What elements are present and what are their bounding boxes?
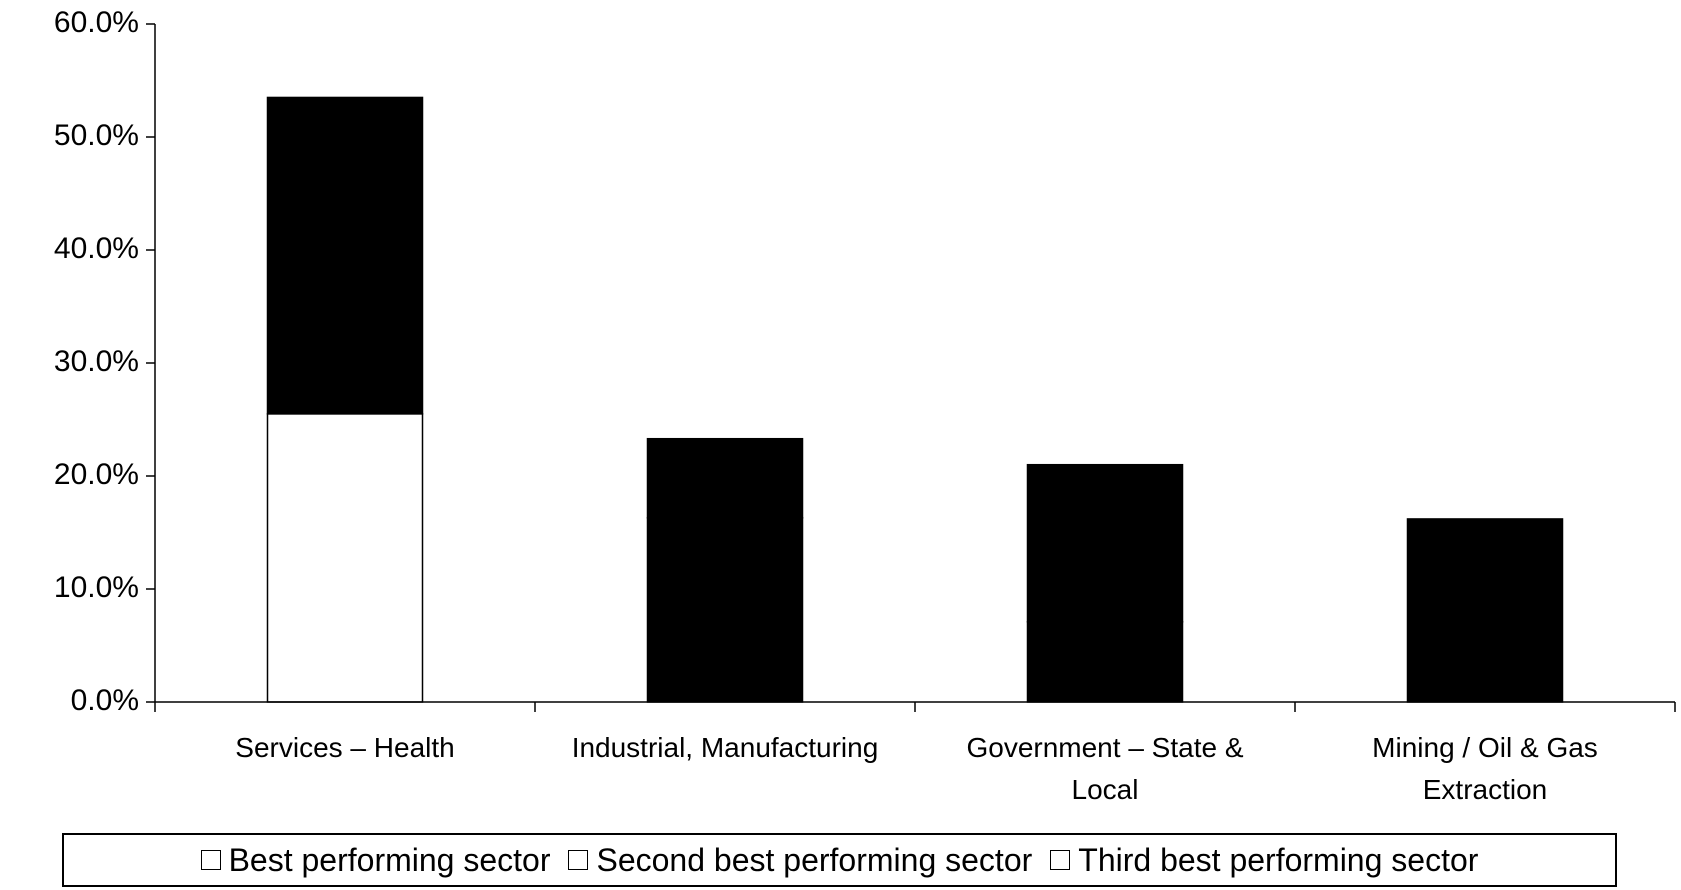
x-tick-label: Government – State & Local xyxy=(966,732,1244,805)
bar-segment xyxy=(1406,518,1564,703)
legend-marker xyxy=(1050,850,1071,870)
bar-segment xyxy=(646,517,804,703)
legend-label: Best performing sector xyxy=(228,841,551,878)
legend-marker xyxy=(200,850,221,870)
y-tick-label: 30.0% xyxy=(54,345,139,378)
y-tick-label: 0.0% xyxy=(71,684,139,717)
x-tick-label: Industrial, Manufacturing xyxy=(571,732,879,763)
legend-marker xyxy=(568,850,589,870)
legend-label: Third best performing sector xyxy=(1078,841,1479,878)
x-tick-label: Mining / Oil & Gas Extraction xyxy=(1372,732,1598,805)
bar-segment xyxy=(1026,463,1184,623)
bar-segment xyxy=(1026,621,1184,703)
legend-item: Second best performing sector xyxy=(568,842,1032,879)
y-tick-label: 50.0% xyxy=(54,119,139,152)
bar-segment xyxy=(266,96,424,415)
y-tick-label: 10.0% xyxy=(54,571,139,604)
bar-segment xyxy=(646,437,804,519)
legend: Best performing sector Second best perfor… xyxy=(62,833,1617,887)
bar-segment xyxy=(266,413,424,703)
y-tick-label: 40.0% xyxy=(54,232,139,265)
x-tick-label: Services – Health xyxy=(235,732,455,763)
y-tick-label: 20.0% xyxy=(54,458,139,491)
legend-item: Third best performing sector xyxy=(1050,842,1478,879)
legend-label: Second best performing sector xyxy=(596,841,1033,878)
legend-item: Best performing sector xyxy=(200,841,551,879)
y-tick-label: 60.0% xyxy=(54,6,139,39)
